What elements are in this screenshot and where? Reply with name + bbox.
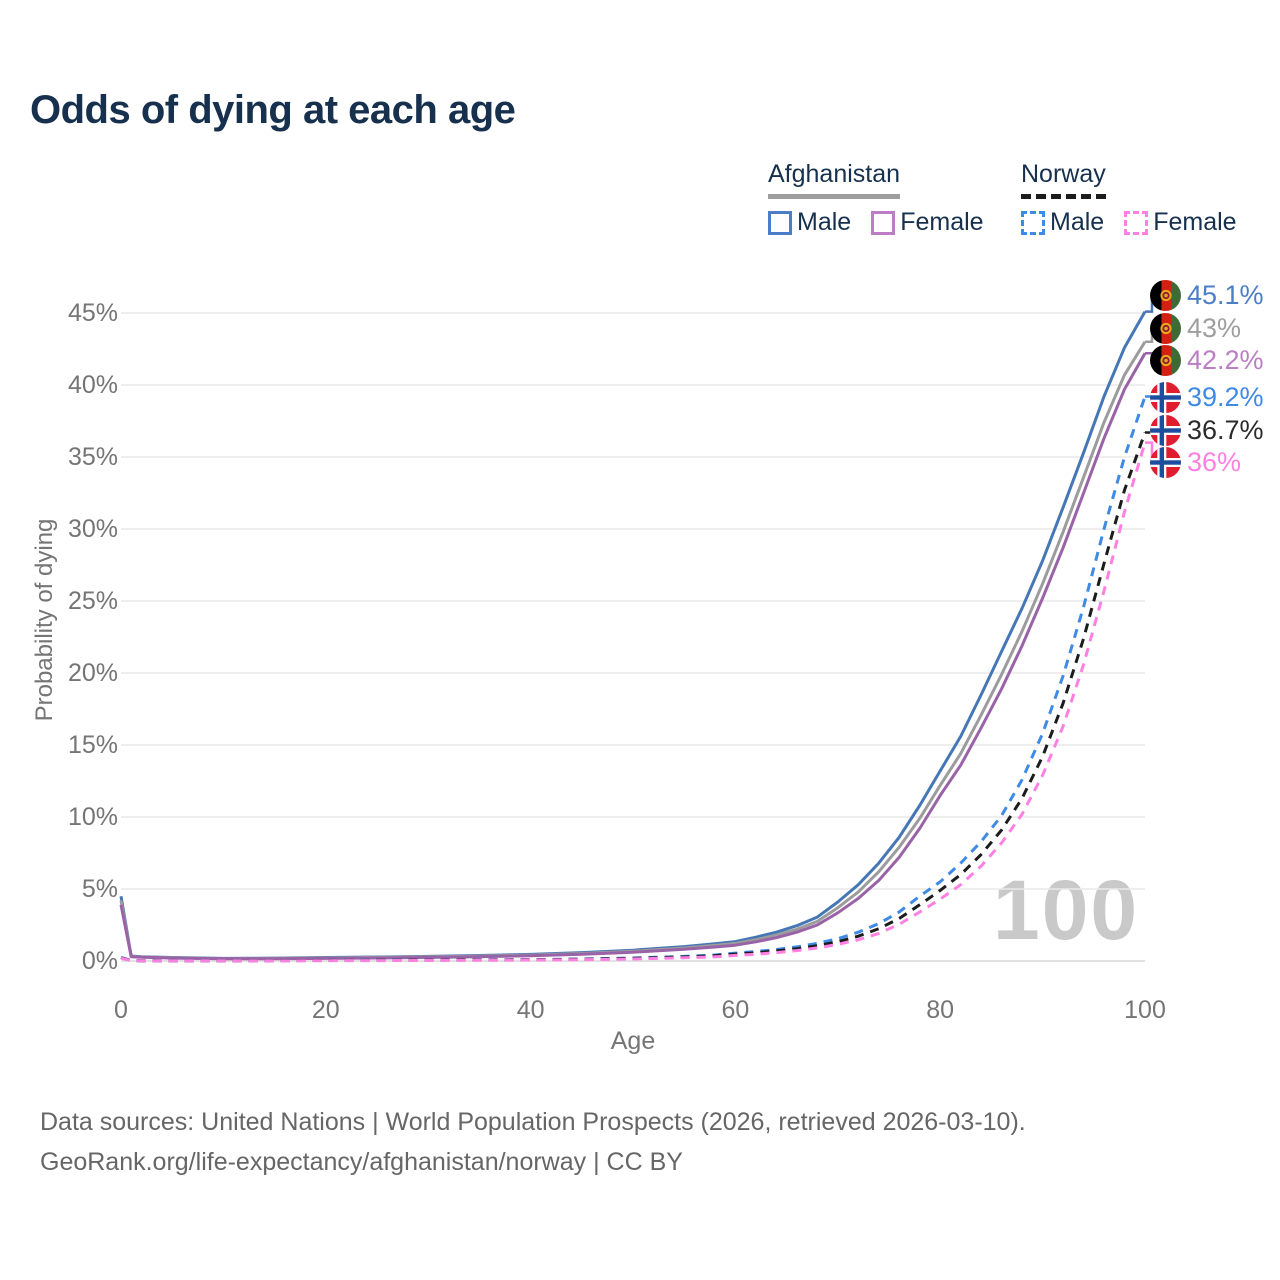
norway-flag-icon — [1150, 382, 1181, 413]
legend-group-afghanistan: Afghanistan Male Female — [768, 160, 984, 237]
end-label-norway-female: 36% — [1150, 445, 1241, 479]
norway-flag-icon — [1150, 447, 1181, 478]
end-value-norway-female: 36% — [1187, 446, 1242, 477]
x-tick-label: 80 — [926, 996, 955, 1024]
norway-female-swatch-icon — [1124, 210, 1149, 235]
series-line-afghanistan-male — [119, 310, 1147, 960]
y-tick-label: 0% — [81, 947, 118, 975]
data-sources-line: Data sources: United Nations | World Pop… — [40, 1108, 1026, 1136]
x-tick-label: 60 — [721, 996, 750, 1024]
afghanistan-flag-icon — [1150, 313, 1181, 344]
y-tick-label: 45% — [67, 299, 118, 327]
legend-label-norway-male: Male — [1050, 208, 1105, 236]
attribution-line: GeoRank.org/life-expectancy/afghanistan/… — [40, 1148, 683, 1176]
end-label-norway-both: 36.7% — [1150, 413, 1264, 447]
end-label-afghanistan-male: 45.1% — [1150, 278, 1264, 312]
legend-country-norway[interactable]: Norway — [1021, 160, 1106, 199]
norway-male-swatch-icon — [1021, 210, 1045, 235]
afghanistan-male-swatch-icon — [768, 210, 792, 235]
legend-country-afghanistan[interactable]: Afghanistan — [768, 160, 901, 199]
legend-label-afghanistan-female: Female — [900, 208, 984, 236]
end-value-norway-male: 39.2% — [1187, 381, 1264, 412]
x-tick-label: 40 — [516, 996, 545, 1024]
legend-item-afghanistan-female[interactable]: Female — [871, 208, 984, 237]
norway-flag-icon — [1150, 415, 1181, 446]
x-tick-label: 20 — [311, 996, 340, 1024]
series-line-norway-female — [120, 442, 1147, 963]
legend-group-norway: Norway Male Female — [1021, 160, 1237, 237]
legend-item-norway-female[interactable]: Female — [1124, 208, 1237, 237]
end-label-afghanistan-female: 42.2% — [1150, 344, 1264, 378]
afghanistan-female-swatch-icon — [871, 210, 896, 235]
legend-label-afghanistan-male: Male — [797, 208, 852, 236]
age-watermark: 100 — [993, 863, 1140, 957]
y-tick-label: 10% — [67, 803, 118, 831]
y-tick-label: 40% — [67, 371, 118, 399]
y-tick-label: 25% — [67, 587, 118, 615]
y-tick-label: 35% — [67, 443, 118, 471]
y-tick-label: 30% — [67, 515, 118, 543]
end-value-afghanistan-both: 43% — [1187, 312, 1242, 343]
x-tick-label: 100 — [1124, 996, 1166, 1024]
afghanistan-flag-icon — [1150, 280, 1181, 311]
chart-title: Odds of dying at each age — [30, 88, 516, 132]
y-tick-label: 5% — [81, 875, 118, 903]
end-label-norway-male: 39.2% — [1150, 380, 1264, 414]
series-line-norway-male — [120, 396, 1147, 963]
series-line-afghanistan-female — [119, 352, 1147, 961]
x-tick-label: 0 — [114, 996, 128, 1024]
legend-item-afghanistan-male[interactable]: Male — [768, 208, 851, 237]
end-label-afghanistan-both: 43% — [1150, 311, 1241, 345]
series-line-norway-both-sexes — [120, 431, 1147, 963]
end-value-norway-both: 36.7% — [1187, 414, 1264, 445]
afghanistan-flag-icon — [1150, 345, 1181, 376]
x-axis-title: Age — [610, 1027, 656, 1055]
y-tick-label: 20% — [67, 659, 118, 687]
end-value-afghanistan-male: 45.1% — [1187, 279, 1264, 310]
legend-label-norway-female: Female — [1153, 208, 1237, 236]
end-value-afghanistan-female: 42.2% — [1187, 345, 1264, 375]
y-tick-label: 15% — [67, 731, 118, 759]
legend-item-norway-male[interactable]: Male — [1021, 208, 1104, 237]
y-axis-title: Probability of dying — [31, 518, 58, 722]
series-line-afghanistan-both-sexes — [119, 341, 1147, 961]
